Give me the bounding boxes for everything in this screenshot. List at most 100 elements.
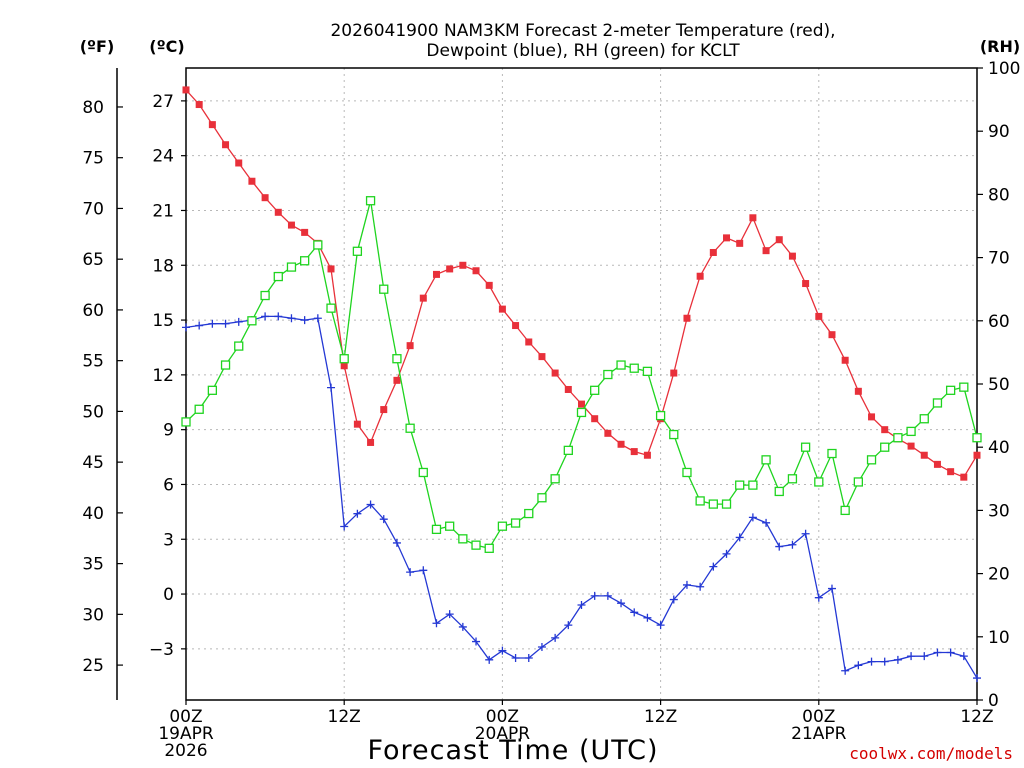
rh-point bbox=[669, 429, 679, 440]
dewpoint-point bbox=[564, 621, 573, 630]
rh-point bbox=[471, 540, 481, 550]
dewpoint-point bbox=[735, 533, 744, 542]
rh-point bbox=[800, 442, 811, 452]
dewpoint-point bbox=[261, 312, 270, 321]
chart-title: 2026041900 NAM3KM Forecast 2-meter Tempe… bbox=[330, 21, 835, 61]
rh-tick-label: 70 bbox=[988, 249, 1010, 269]
2-meter-temperature-point bbox=[933, 460, 941, 468]
2-meter-temperature-point bbox=[643, 451, 651, 459]
2-meter-temperature-point bbox=[617, 440, 625, 448]
x-tick-label: 00Z bbox=[802, 707, 835, 727]
fahrenheit-unit-label: (ºF) bbox=[80, 37, 115, 56]
2-meter-temperature-point bbox=[551, 369, 559, 377]
rh-point bbox=[260, 290, 270, 301]
2-meter-temperature-point bbox=[973, 451, 981, 459]
2-meter-temperature-point bbox=[459, 261, 467, 269]
rh-point bbox=[932, 398, 943, 408]
2-meter-temperature-point bbox=[432, 270, 440, 278]
dewpoint-point bbox=[590, 591, 599, 600]
celsius-tick-label: 21 bbox=[152, 201, 174, 221]
rh-point bbox=[603, 369, 613, 380]
dewpoint-point bbox=[827, 584, 836, 593]
dewpoint-point bbox=[617, 599, 626, 608]
2-meter-temperature-point bbox=[749, 214, 757, 222]
2-meter-temperature-point bbox=[881, 426, 889, 434]
fahrenheit-tick-label: 65 bbox=[82, 250, 104, 270]
dewpoint-point bbox=[458, 622, 467, 631]
rh-tick-label: 20 bbox=[988, 565, 1010, 585]
2-meter-temperature-point bbox=[261, 194, 269, 202]
fahrenheit-tick-label: 80 bbox=[82, 98, 104, 118]
chart-title-line-1: 2026041900 NAM3KM Forecast 2-meter Tempe… bbox=[330, 21, 835, 41]
rh-point bbox=[234, 341, 244, 351]
2-meter-temperature-point bbox=[868, 413, 876, 421]
2-meter-temperature-point bbox=[920, 451, 928, 459]
2-meter-temperature-point bbox=[525, 338, 533, 346]
2-meter-temperature-line bbox=[185, 89, 978, 479]
2-meter-temperature-point bbox=[670, 369, 678, 377]
celsius-tick-label: 6 bbox=[163, 475, 174, 495]
celsius-tick-label: 24 bbox=[152, 147, 174, 167]
rh-point bbox=[695, 496, 705, 506]
rh-point bbox=[286, 262, 297, 272]
dewpoint-point bbox=[472, 637, 481, 646]
rh-point bbox=[339, 354, 349, 364]
rh-point bbox=[405, 423, 415, 433]
x-tick-label: 00Z bbox=[486, 707, 519, 727]
dewpoint-point bbox=[537, 643, 546, 652]
2-meter-temperature-point bbox=[591, 415, 599, 423]
dewpoint-point bbox=[340, 522, 349, 531]
celsius-tick-label: 12 bbox=[152, 366, 174, 386]
rh-point bbox=[576, 407, 587, 418]
rh-point bbox=[273, 271, 283, 282]
rh-tick-label: 0 bbox=[988, 691, 999, 711]
2-meter-temperature-point bbox=[736, 239, 744, 247]
2-meter-temperature-point bbox=[367, 438, 375, 446]
celsius-tick-label: 0 bbox=[163, 585, 174, 605]
fahrenheit-tick-label: 30 bbox=[82, 605, 104, 625]
fahrenheit-tick-label: 50 bbox=[82, 402, 104, 422]
rh-point bbox=[326, 303, 336, 313]
2-meter-temperature-point bbox=[274, 208, 282, 216]
fahrenheit-tick-label: 75 bbox=[82, 149, 104, 169]
dewpoint-point bbox=[445, 610, 454, 619]
dewpoint-point bbox=[234, 317, 243, 326]
2-meter-temperature-point bbox=[353, 420, 361, 428]
rh-point bbox=[616, 360, 626, 370]
rh-point bbox=[906, 426, 916, 437]
2-meter-temperature-point bbox=[723, 234, 731, 242]
dewpoint-point bbox=[498, 646, 507, 655]
dewpoint-series bbox=[182, 312, 981, 683]
x-tick-label: 2026 bbox=[164, 741, 207, 761]
rh-point bbox=[313, 240, 323, 250]
rh-point bbox=[484, 543, 494, 553]
rh-point bbox=[893, 433, 903, 443]
2-meter-temperature-point bbox=[380, 406, 388, 414]
fahrenheit-tick-label: 35 bbox=[82, 555, 104, 575]
2-meter-temperature-point bbox=[960, 473, 968, 481]
rh-point bbox=[642, 366, 653, 377]
dewpoint-point bbox=[603, 591, 612, 600]
dewpoint-point bbox=[709, 562, 718, 571]
rh-point bbox=[774, 486, 784, 497]
x-tick-label: 12Z bbox=[644, 707, 677, 727]
2-meter-temperature-point bbox=[393, 376, 401, 384]
2-meter-temperature-point bbox=[604, 429, 612, 437]
dewpoint-point bbox=[696, 582, 705, 591]
celsius-tick-label: −3 bbox=[149, 640, 174, 660]
dewpoint-point bbox=[287, 314, 296, 323]
dewpoint-point bbox=[551, 633, 560, 642]
rh-point bbox=[761, 455, 771, 465]
2-meter-temperature-point bbox=[235, 159, 243, 167]
rh-tick-label: 80 bbox=[988, 185, 1010, 205]
2-meter-temperature-point bbox=[208, 121, 216, 129]
dewpoint-point bbox=[867, 657, 876, 666]
fahrenheit-tick-label: 55 bbox=[82, 352, 104, 372]
rh-tick-label: 40 bbox=[988, 438, 1010, 458]
dewpoint-point bbox=[195, 321, 204, 330]
rh-point bbox=[537, 493, 547, 503]
rh-point bbox=[853, 477, 863, 487]
x-axis-title: Forecast Time (UTC) bbox=[367, 735, 658, 766]
credit-text: coolwx.com/models bbox=[849, 744, 1013, 763]
rh-point bbox=[550, 474, 560, 484]
